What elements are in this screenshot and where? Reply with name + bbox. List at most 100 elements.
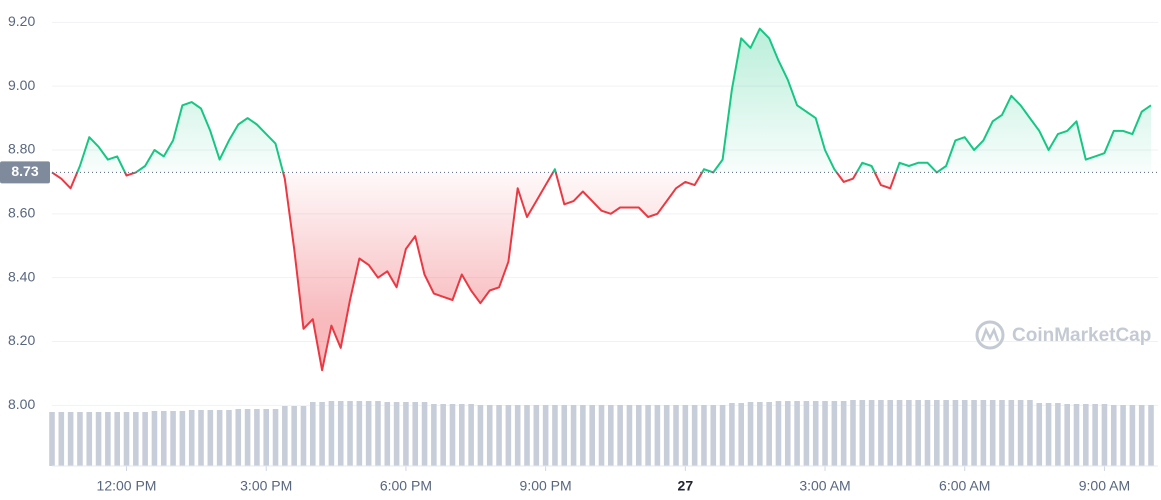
x-tick-label: 12:00 PM xyxy=(97,478,157,494)
volume-bar xyxy=(1138,405,1145,466)
y-tick-label: 8.00 xyxy=(8,396,35,412)
volume-bar xyxy=(188,410,195,466)
volume-bar xyxy=(896,400,903,466)
volume-bar xyxy=(552,405,558,466)
volume-bar xyxy=(160,411,167,466)
volume-bar xyxy=(1036,403,1043,466)
volume-bar xyxy=(542,405,549,466)
volume-bar xyxy=(1027,400,1033,466)
volume-bar xyxy=(682,405,689,466)
volume-bar xyxy=(738,403,745,466)
x-tick-label: 6:00 AM xyxy=(939,478,990,494)
volume-bar xyxy=(812,401,819,466)
volume-bar xyxy=(412,402,419,466)
volume-bar xyxy=(244,409,251,466)
volume-bar xyxy=(449,404,456,466)
volume-bar xyxy=(319,402,325,466)
volume-bar xyxy=(300,406,307,466)
volume-bar xyxy=(803,401,810,466)
x-tick-label: 6:00 PM xyxy=(380,478,432,494)
volume-bar xyxy=(831,401,838,466)
volume-bar xyxy=(766,402,772,466)
volume-bar xyxy=(328,401,335,466)
volume-bar xyxy=(887,400,894,466)
volume-bar xyxy=(961,400,968,466)
y-tick-label: 9.00 xyxy=(8,77,35,93)
price-area xyxy=(52,28,1151,371)
y-tick-label: 8.20 xyxy=(8,332,35,348)
volume-bar xyxy=(514,405,521,466)
volume-bar xyxy=(1092,404,1098,466)
volume-bar xyxy=(1120,405,1126,466)
y-tick-label: 8.60 xyxy=(8,205,35,221)
watermark-logo xyxy=(975,320,1005,350)
volume-bar xyxy=(775,401,782,466)
volume-bar xyxy=(365,401,372,466)
volume-bar xyxy=(533,405,540,466)
volume-bar xyxy=(309,402,316,466)
volume-bar xyxy=(608,405,614,466)
volume-bar xyxy=(617,405,623,466)
volume-bar xyxy=(645,405,651,466)
volume-bar xyxy=(784,401,791,466)
volume-bar xyxy=(216,410,223,466)
watermark-text: CoinMarketCap xyxy=(1012,325,1151,346)
volume-bar xyxy=(1148,405,1154,466)
volume-bar xyxy=(105,412,111,466)
volume-bar xyxy=(133,412,139,466)
volume-bar xyxy=(915,400,921,466)
volume-bar xyxy=(906,400,912,466)
volume-bar xyxy=(505,405,512,466)
volume-bar xyxy=(58,412,65,466)
volume-bar xyxy=(850,400,856,466)
volume-bar xyxy=(924,400,931,466)
volume-bar xyxy=(1101,404,1108,466)
volume-bar xyxy=(403,402,409,466)
volume-bar xyxy=(347,401,353,466)
volume-bar xyxy=(282,406,288,466)
x-tick-label: 3:00 AM xyxy=(799,478,850,494)
volume-bar xyxy=(524,405,530,466)
volume-bar xyxy=(1017,400,1024,466)
volume-bar xyxy=(747,402,754,466)
volume-bar xyxy=(95,412,102,466)
volume-bar xyxy=(561,405,568,466)
volume-bar xyxy=(337,401,344,466)
watermark: CoinMarketCap xyxy=(975,320,1151,350)
volume-bar xyxy=(878,400,884,466)
volume-bar xyxy=(384,402,391,466)
volume-bar xyxy=(421,402,428,466)
volume-bar xyxy=(673,405,679,466)
volume-bar xyxy=(980,400,987,466)
y-tick-label: 8.80 xyxy=(8,141,35,157)
volume-bar xyxy=(1008,400,1015,466)
volume-bar xyxy=(729,403,735,466)
volume-bar xyxy=(114,412,120,466)
volume-bar xyxy=(226,410,232,466)
volume-bar xyxy=(840,401,847,466)
volume-bar xyxy=(123,412,130,466)
volume-bar xyxy=(459,404,465,466)
volume-bar xyxy=(952,400,959,466)
volume-bar xyxy=(589,405,595,466)
y-tick-label: 8.40 xyxy=(8,268,35,284)
volume-bar xyxy=(496,405,502,466)
volume-bar xyxy=(1110,405,1117,466)
volume-bar xyxy=(701,405,707,466)
volume-bar xyxy=(1083,404,1089,466)
volume-bar xyxy=(971,400,977,466)
volume-bar xyxy=(757,402,763,466)
volume-bar xyxy=(989,400,996,466)
volume-bar xyxy=(254,409,260,466)
volume-bar xyxy=(375,401,381,466)
volume-bar xyxy=(1064,404,1070,466)
price-line xyxy=(51,27,1152,372)
volume-bar xyxy=(77,412,83,466)
volume-bar xyxy=(868,400,875,466)
volume-bar xyxy=(943,400,949,466)
volume-bar xyxy=(859,400,866,466)
volume-bar xyxy=(151,411,158,466)
volume-bar xyxy=(663,405,670,466)
